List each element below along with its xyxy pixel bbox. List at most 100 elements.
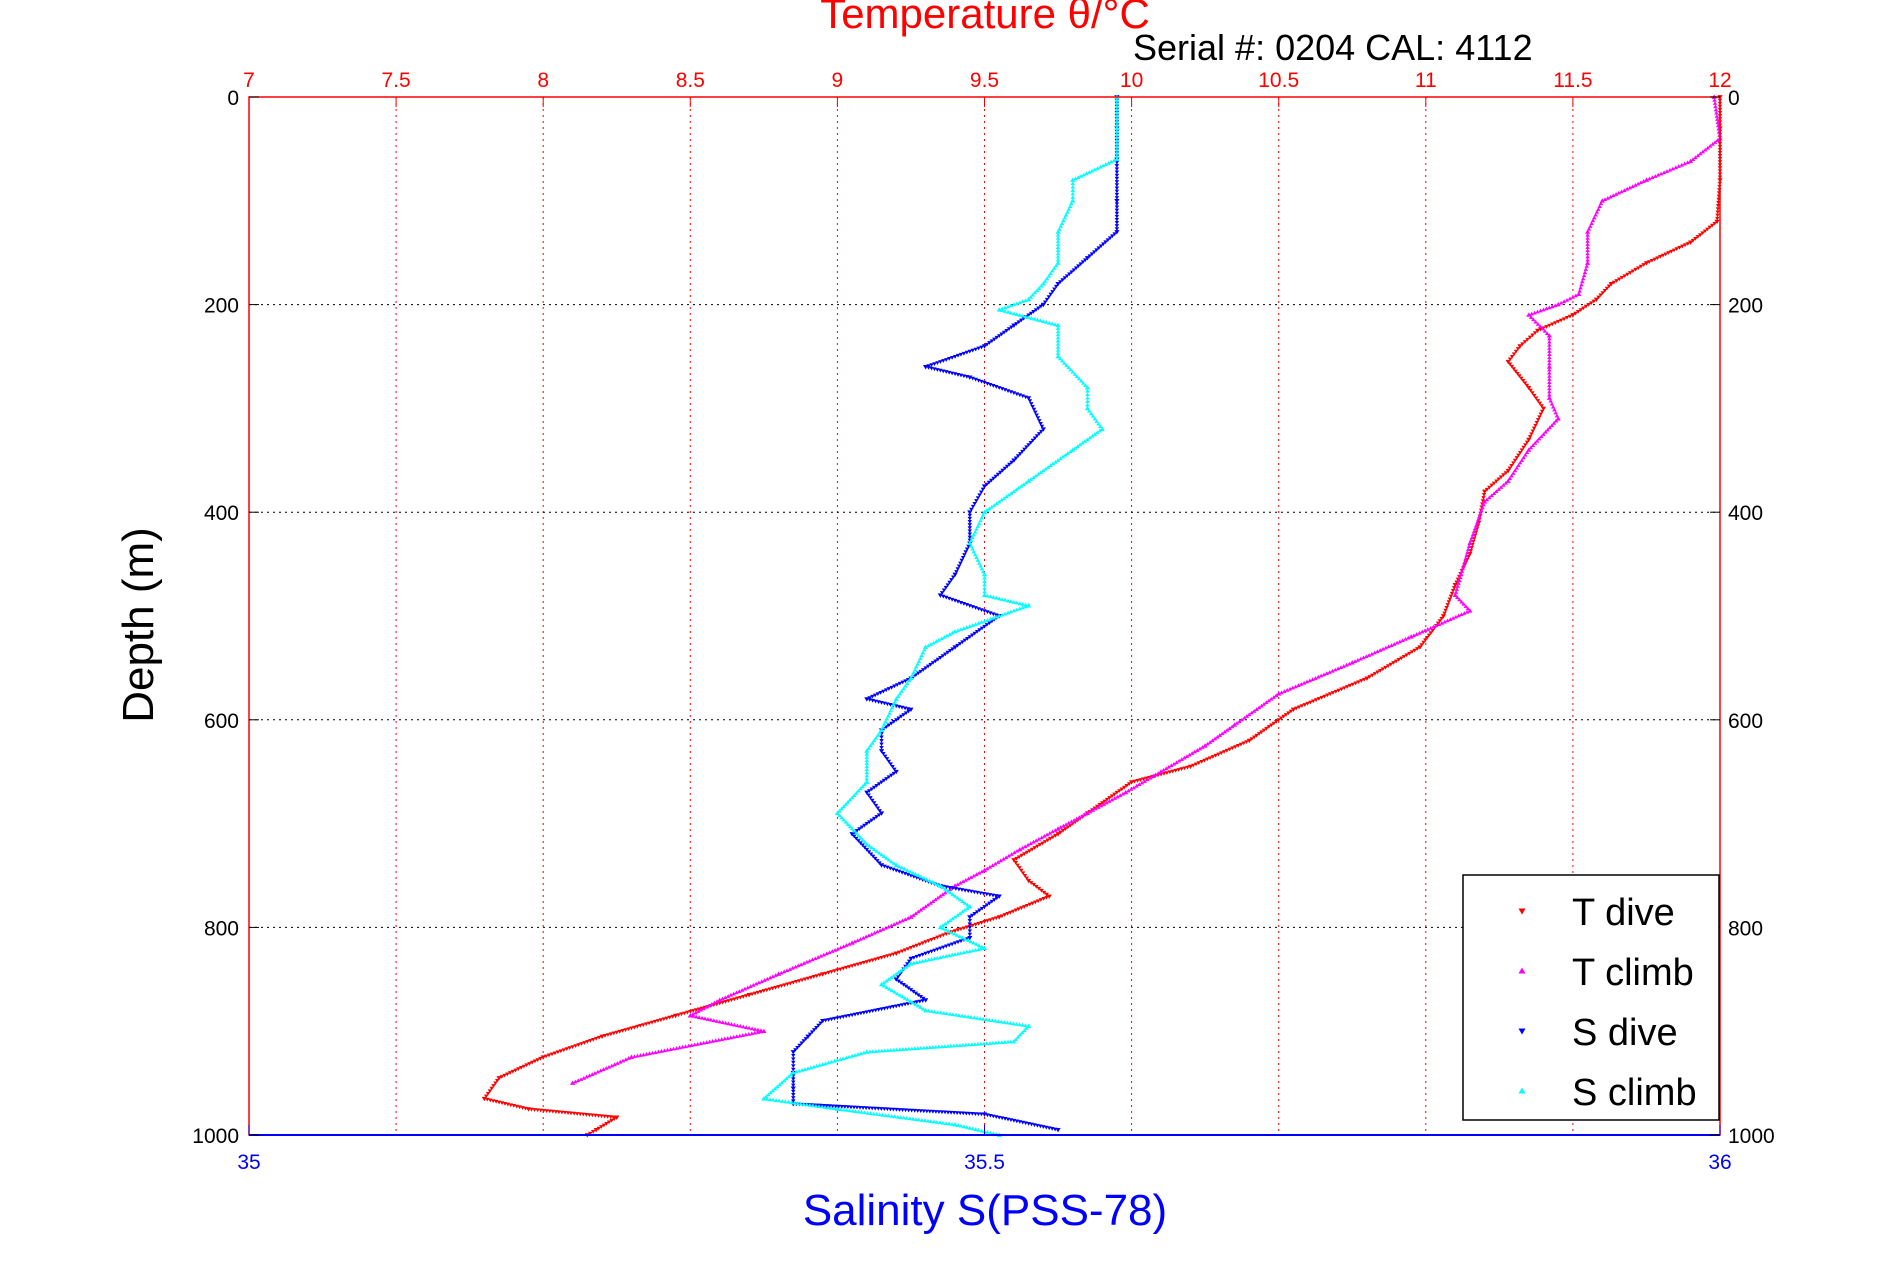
data-point [1299,704,1305,709]
data-point [934,639,939,644]
data-point [841,1107,846,1112]
data-point [976,621,981,625]
data-point [874,1112,879,1116]
data-point [1597,204,1602,209]
data-point [961,950,967,955]
data-point [1114,189,1120,194]
data-point [820,1062,825,1066]
depth-tick-label: 800 [204,917,239,940]
data-point [1044,297,1050,302]
data-point [839,815,844,820]
data-point [717,997,723,1002]
data-point [966,544,971,549]
data-point [846,1054,852,1059]
series-s-climb [761,94,1120,1137]
data-point [1276,691,1282,696]
data-point [991,615,996,620]
data-point [626,1056,631,1060]
data-point [820,1019,826,1024]
data-point [1005,598,1011,603]
data-point [979,946,984,951]
data-point [801,1102,806,1106]
data-point [565,1111,571,1115]
data-point [1588,224,1593,228]
data-point [638,1053,643,1057]
data-point [995,472,1001,477]
data-point [1004,494,1009,499]
data-point [1585,245,1590,250]
data-point [1586,226,1592,231]
data-point [880,725,886,729]
data-point [906,959,912,964]
data-point [903,964,909,969]
data-point [786,1099,791,1104]
data-point [848,1105,854,1110]
data-point [993,474,999,479]
data-point [1006,853,1012,858]
data-point [816,1023,821,1028]
data-point [1069,270,1074,275]
data-point [985,866,990,871]
data-point [1061,823,1066,828]
data-point [759,979,764,984]
data-point [926,939,931,943]
data-point [913,872,918,876]
data-point [1114,156,1120,162]
data-point [559,1110,565,1115]
data-point [1047,320,1052,325]
data-point [908,946,914,950]
data-point [1055,458,1061,462]
data-point [1369,651,1375,656]
data-point [967,635,972,639]
data-point [1212,736,1218,741]
data-point [843,819,849,824]
data-point [967,535,972,540]
data-point [972,529,978,534]
data-point [932,956,937,961]
data-point [940,591,945,595]
data-point [1581,306,1586,311]
data-point [989,478,994,483]
data-point [1547,392,1552,397]
data-point [1244,714,1250,718]
data-point [1570,294,1576,299]
data-point [601,1067,606,1072]
data-point [1414,632,1419,636]
depth-tick-label: 600 [204,710,239,733]
data-point [1094,419,1099,423]
data-point [1227,747,1232,752]
data-point [1016,320,1022,325]
data-point [1099,801,1105,806]
data-point [873,856,878,861]
data-point [895,1114,900,1119]
data-point [932,948,937,953]
data-point [568,1111,574,1116]
data-point [839,806,844,811]
data-point [1114,147,1120,152]
depth-tick-label-right: 400 [1728,502,1763,525]
data-point [1443,608,1448,613]
data-point [1055,239,1061,243]
data-point [709,1002,714,1006]
data-point [982,380,987,385]
data-point [883,719,888,724]
data-point [885,1048,891,1053]
data-point [1013,908,1019,913]
data-point [1712,101,1718,105]
data-point [1029,402,1034,406]
data-point [1475,520,1480,525]
data-point [1550,304,1555,309]
data-point [891,922,897,926]
data-point [1060,828,1066,833]
data-point [1004,329,1009,333]
data-point [987,893,993,897]
data-point [650,1050,655,1055]
data-point [1622,274,1627,279]
data-point [1008,310,1014,315]
data-point [814,1063,820,1068]
data-point [1247,712,1252,717]
data-point [1131,785,1137,790]
data-point [1103,162,1109,167]
data-point [693,1014,699,1019]
data-point [1192,749,1197,754]
